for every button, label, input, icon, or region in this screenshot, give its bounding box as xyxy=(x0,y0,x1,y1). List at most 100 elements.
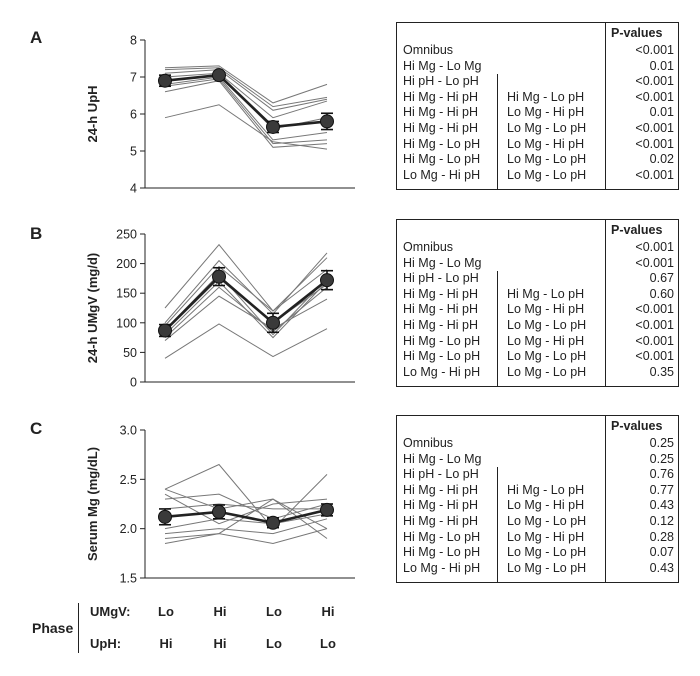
mean-point xyxy=(212,504,226,519)
comparison-a: Hi Mg - Lo pH xyxy=(403,349,481,364)
pvalue-row: Hi Mg - Hi pH Lo Mg - Lo pH <0.001 xyxy=(397,318,680,333)
phase-umgv-3: Lo xyxy=(266,604,282,619)
phase-umgv-1: Lo xyxy=(158,604,174,619)
p-value: 0.77 xyxy=(649,482,674,497)
y-tick-label: 150 xyxy=(116,287,137,301)
pvalue-row: Hi Mg - Lo pH Lo Mg - Lo pH <0.001 xyxy=(397,349,680,364)
panel-letter-a: A xyxy=(30,28,43,47)
pvalue-row: Hi Mg - Hi pH Lo Mg - Lo pH <0.001 xyxy=(397,121,680,136)
p-value: <0.001 xyxy=(635,255,674,270)
table-divider xyxy=(605,416,606,582)
phase-uph-1: Hi xyxy=(159,636,173,651)
p-value: 0.25 xyxy=(649,451,674,466)
mean-line xyxy=(164,508,328,525)
individual-line xyxy=(164,518,328,535)
mean-point xyxy=(320,114,334,129)
comparison-b: Lo Mg - Lo pH xyxy=(507,560,587,575)
p-value: 0.07 xyxy=(649,545,674,560)
pvalue-row: Hi Mg - Hi pH Hi Mg - Lo pH <0.001 xyxy=(397,90,680,105)
comparison-a: Hi pH - Lo pH xyxy=(403,271,479,286)
p-value: 0.01 xyxy=(649,105,674,120)
mean-point xyxy=(266,515,280,530)
p-value: 0.60 xyxy=(649,286,674,301)
pvalue-row: Hi Mg - Hi pH Lo Mg - Hi pH <0.001 xyxy=(397,302,680,317)
individual-line xyxy=(164,78,328,145)
table-inner-divider xyxy=(497,74,498,189)
individual-line xyxy=(164,252,328,324)
y-tick-label: 200 xyxy=(116,257,137,271)
comparison-a: Hi Mg - Lo Mg xyxy=(403,255,482,270)
p-value: 0.28 xyxy=(649,529,674,544)
pvalue-row: Hi Mg - Lo pH Lo Mg - Hi pH <0.001 xyxy=(397,137,680,152)
p-value: <0.001 xyxy=(635,167,674,182)
comparison-a: Hi Mg - Hi pH xyxy=(403,89,479,104)
pvalue-row: Lo Mg - Hi pH Lo Mg - Lo pH <0.001 xyxy=(397,168,680,183)
pvalue-table-b: P-values Omnibus <0.001 Hi Mg - Lo Mg <0.001… xyxy=(396,219,679,387)
mean-point xyxy=(266,119,280,134)
y-tick-label: 6 xyxy=(130,108,137,122)
comparison-a: Hi pH - Lo pH xyxy=(403,467,479,482)
mean-point xyxy=(212,68,226,83)
phase-uph-4: Lo xyxy=(320,636,336,651)
phase-divider xyxy=(78,603,79,653)
comparison-b: Hi Mg - Lo pH xyxy=(507,482,585,497)
y-axis-label: 24-h UMgV (mg/d) xyxy=(85,253,100,364)
individual-line xyxy=(164,67,328,108)
individual-line xyxy=(164,69,328,111)
mean-line xyxy=(164,73,328,129)
y-tick-label: 0 xyxy=(130,376,137,390)
y-tick-label: 2.0 xyxy=(120,522,137,536)
p-value: 0.35 xyxy=(649,364,674,379)
p-value: <0.001 xyxy=(635,74,674,89)
comparison-a: Hi Mg - Lo pH xyxy=(403,136,481,151)
individual-line xyxy=(164,493,328,525)
comparison-b: Lo Mg - Lo pH xyxy=(507,121,587,135)
pvalue-row: Hi Mg - Hi pH Hi Mg - Lo pH 0.77 xyxy=(397,483,680,498)
p-value: <0.001 xyxy=(635,136,674,151)
individual-line xyxy=(164,295,328,341)
pvalue-row: Omnibus 0.25 xyxy=(397,436,680,451)
comparison-a: Hi Mg - Lo Mg xyxy=(403,451,482,466)
pvalue-row: Hi Mg - Hi pH Lo Mg - Lo pH 0.12 xyxy=(397,514,680,529)
pvalue-row: Hi Mg - Lo Mg 0.01 xyxy=(397,59,680,74)
comparison-a: Omnibus xyxy=(403,240,454,254)
comparison-a: Hi Mg - Lo Mg xyxy=(403,58,482,73)
comparison-b: Lo Mg - Lo pH xyxy=(507,545,587,560)
p-value: <0.001 xyxy=(635,121,674,135)
p-value: 0.12 xyxy=(649,514,674,528)
p-value: <0.001 xyxy=(635,318,674,332)
individual-line xyxy=(164,493,328,520)
comparison-a: Hi Mg - Lo pH xyxy=(403,529,481,544)
phase-title: Phase xyxy=(32,620,74,636)
pvalue-row: Hi Mg - Hi pH Lo Mg - Hi pH 0.43 xyxy=(397,498,680,513)
y-tick-label: 50 xyxy=(123,346,137,360)
chart-panel-b: 0 50 100 150 200 250 24-h UMgV (mg/d) xyxy=(85,228,355,390)
comparison-b: Lo Mg - Lo pH xyxy=(507,318,587,332)
pvalue-table-c: P-values Omnibus 0.25 Hi Mg - Lo Mg 0.25 Hi p… xyxy=(396,415,679,583)
y-axis-label: 24-h UpH xyxy=(85,85,100,142)
comparison-a: Hi Mg - Hi pH xyxy=(403,105,479,120)
comparison-a: Hi Mg - Hi pH xyxy=(403,514,479,528)
comparison-a: Lo Mg - Hi pH xyxy=(403,364,481,379)
comparison-b: Lo Mg - Hi pH xyxy=(507,136,585,151)
pvalue-row: Hi Mg - Lo pH Lo Mg - Lo pH 0.02 xyxy=(397,152,680,167)
pvalue-row: Lo Mg - Hi pH Lo Mg - Lo pH 0.35 xyxy=(397,365,680,380)
chart-panel-a: 4 5 6 7 8 24-h UpH xyxy=(85,34,355,196)
phase-uph-label: UpH: xyxy=(90,636,122,651)
individual-line xyxy=(164,513,328,530)
pvalue-table-a: P-values Omnibus <0.001 Hi Mg - Lo Mg 0.01 Hi… xyxy=(396,22,679,190)
p-value: 0.01 xyxy=(649,58,674,73)
comparison-a: Hi Mg - Hi pH xyxy=(403,482,479,497)
individual-line xyxy=(164,243,328,312)
comparison-b: Lo Mg - Lo pH xyxy=(507,364,587,379)
comparison-a: Lo Mg - Hi pH xyxy=(403,167,481,182)
comparison-a: Hi Mg - Lo pH xyxy=(403,333,481,348)
individual-line xyxy=(164,286,328,338)
mean-point xyxy=(320,502,334,517)
pvalue-row: Hi Mg - Hi pH Lo Mg - Hi pH 0.01 xyxy=(397,105,680,120)
mean-point xyxy=(266,315,280,330)
p-value: 0.02 xyxy=(649,152,674,167)
p-value: <0.001 xyxy=(635,333,674,348)
mean-point xyxy=(320,273,334,288)
pvalue-row: Hi pH - Lo pH 0.67 xyxy=(397,271,680,286)
